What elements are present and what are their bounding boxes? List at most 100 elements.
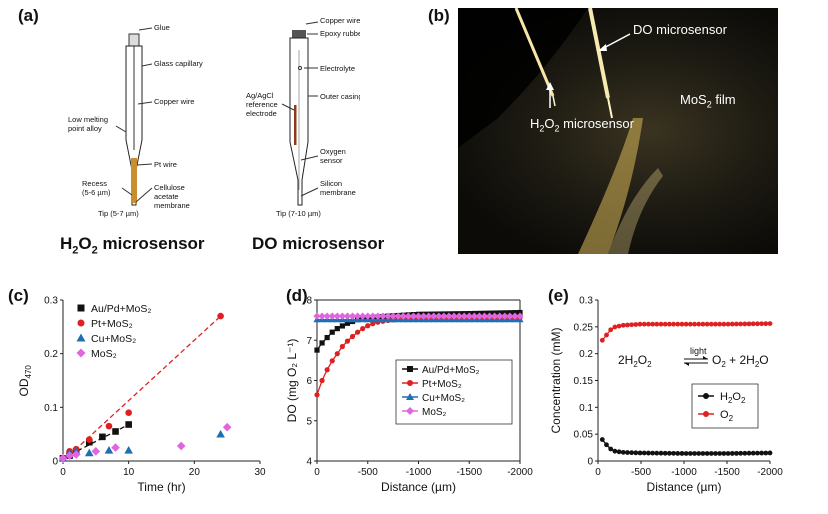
- do-label-oxygen-2: sensor: [320, 156, 343, 165]
- data-point: [679, 451, 685, 456]
- data-point: [704, 451, 710, 456]
- data-point: [637, 321, 643, 327]
- h2o2-label-alloy-1: Low melting: [68, 115, 108, 124]
- data-point: [700, 321, 706, 327]
- legend-box: [395, 359, 513, 425]
- data-point: [763, 450, 769, 456]
- do-label-agcl-1: Ag/AgCl: [246, 91, 274, 100]
- data-point: [629, 450, 635, 456]
- data-point: [344, 338, 351, 344]
- do-label-silicon-2: membrane: [320, 188, 356, 197]
- data-point: [216, 429, 225, 438]
- legend-label: Au/Pd+MoS₂: [422, 365, 480, 376]
- photo-label-film: MoS2 film: [680, 92, 736, 110]
- x-tick-label: 30: [254, 467, 266, 478]
- legend-label: H2O2: [720, 391, 746, 405]
- do-label-oxygen-1: Oxygen: [320, 147, 346, 156]
- data-point: [658, 321, 664, 327]
- y-tick-label: 0.05: [574, 430, 594, 441]
- photo-label-do: DO microsensor: [633, 22, 727, 37]
- do-label-casing: Outer casing: [320, 92, 360, 101]
- data-point: [708, 451, 714, 456]
- h2o2-label-cellulose-2: acetate: [154, 192, 179, 201]
- chart-e-concentration: 0 -500 -1000 -1500 -2000 0 0.05 0.1 0.15 0.2 0.25 0…: [549, 296, 783, 495]
- data-point: [763, 321, 769, 327]
- x-axis-label: Time (hr): [137, 480, 185, 494]
- data-point: [389, 312, 397, 320]
- legend-label: MoS₂: [422, 407, 447, 418]
- data-point: [750, 321, 756, 327]
- data-point: [750, 450, 756, 456]
- data-point: [675, 321, 681, 327]
- y-axis-label: DO (mg O₂ L⁻¹): [285, 339, 299, 423]
- microscope-photo: DO microsensor H2O2 microsensor MoS2 fil…: [458, 8, 778, 254]
- data-point: [633, 322, 639, 327]
- data-point: [608, 327, 614, 333]
- y-tick-label: 7: [306, 336, 312, 347]
- y-tick-label: 0.1: [579, 403, 593, 414]
- legend-label: Cu+MoS₂: [91, 333, 136, 345]
- y-tick-label: 0.1: [44, 403, 58, 414]
- data-point: [687, 451, 693, 456]
- y-tick-label: 5: [306, 416, 312, 427]
- legend-marker: [407, 380, 413, 386]
- data-point: [738, 450, 744, 456]
- y-tick-label: 0.2: [44, 349, 58, 360]
- legend-box: [691, 383, 759, 429]
- do-microsensor-drawing: [281, 21, 319, 206]
- y-tick-label: 0: [52, 457, 58, 468]
- data-point: [65, 451, 74, 460]
- data-point: [671, 450, 676, 456]
- data-point: [324, 334, 330, 341]
- data-point: [696, 451, 702, 456]
- legend-marker: [76, 348, 86, 358]
- h2o2-label-cellulose-3: membrane: [154, 201, 190, 210]
- data-point: [646, 450, 651, 456]
- data-point: [339, 343, 345, 350]
- h2o2-microsensor-title: H2O2 microsensor: [60, 234, 205, 257]
- data-point: [344, 320, 351, 326]
- data-point: [111, 443, 120, 452]
- y-tick-label: 0.2: [579, 349, 593, 360]
- x-tick-label: 0: [314, 467, 320, 478]
- reaction-rhs: O2 + 2H2O: [712, 353, 769, 369]
- h2o2-label-recess-1: Recess: [82, 179, 107, 188]
- data-point: [625, 450, 630, 455]
- h2o2-label-pt: Pt wire: [154, 160, 177, 169]
- legend-label: Cu+MoS₂: [422, 393, 465, 404]
- h2o2-microsensor-drawing: [115, 27, 153, 206]
- data-point: [767, 321, 773, 327]
- data-point: [104, 445, 114, 454]
- data-point: [704, 321, 710, 327]
- legend-marker: [76, 333, 86, 342]
- data-point: [176, 441, 186, 451]
- do-label-copper: Copper wire: [320, 16, 360, 25]
- do-label-agcl-2: reference: [246, 100, 278, 109]
- data-point: [637, 450, 643, 456]
- data-point: [465, 312, 473, 320]
- y-tick-label: 4: [306, 457, 312, 468]
- h2o2-label-copper: Copper wire: [154, 97, 194, 106]
- data-point: [319, 340, 325, 346]
- data-point: [599, 337, 605, 343]
- do-label-electrolyte: Electrolyte: [320, 64, 355, 73]
- chart-d-do-profile: 0 -500 -1000 -1500 -2000 4 5 6 7 8 Distance (µm) DO…: [285, 296, 533, 495]
- y-tick-label: 0.3: [44, 296, 58, 307]
- chart-c-od470: 0 10 20 30 0 0.1 0.2 0.3 Time (hr) OD470 Au/Pd+MoS…: [17, 296, 266, 495]
- y-tick-label: 0.3: [579, 296, 593, 307]
- data-point: [58, 454, 68, 463]
- data-point: [650, 450, 656, 456]
- data-point: [314, 392, 320, 398]
- data-point: [629, 322, 635, 328]
- y-tick-label: 0.15: [574, 376, 594, 387]
- data-point: [620, 449, 626, 455]
- data-point: [717, 321, 723, 327]
- data-point: [608, 446, 614, 452]
- h2o2-label-recess-2: (5-6 µm): [82, 188, 111, 197]
- data-point: [334, 351, 340, 357]
- microsensor-schematics: Glue Glass capillary Copper wire Low mel…: [68, 16, 360, 218]
- data-point: [713, 321, 718, 327]
- x-tick-label: -500: [631, 467, 651, 478]
- data-point: [349, 333, 356, 340]
- x-tick-label: -2000: [507, 467, 533, 478]
